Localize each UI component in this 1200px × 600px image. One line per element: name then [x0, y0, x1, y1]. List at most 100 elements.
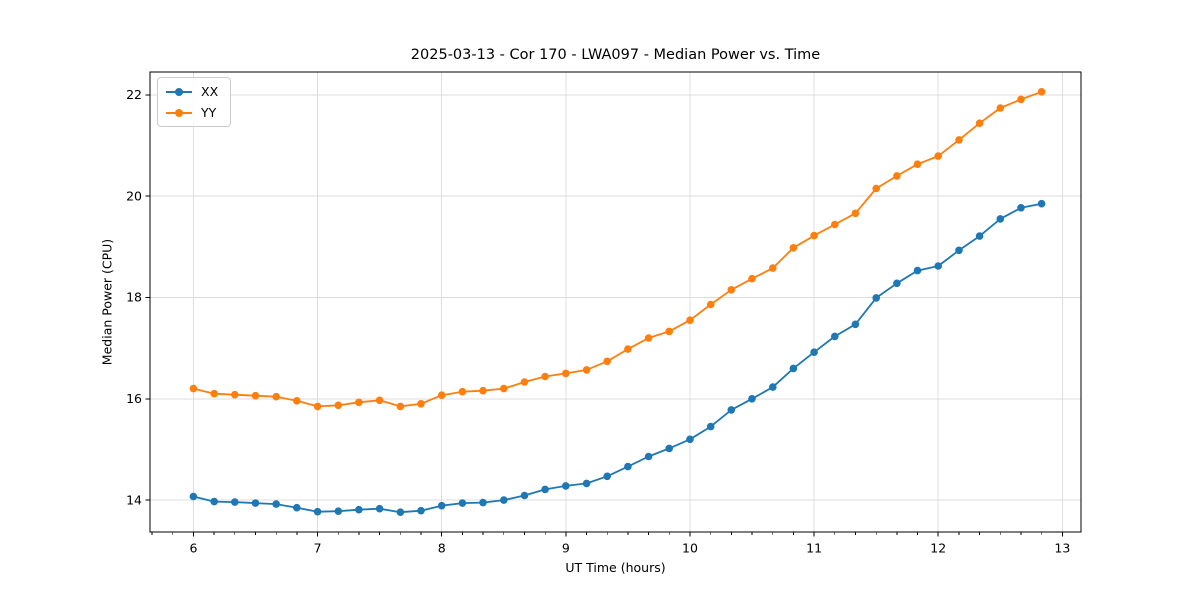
data-point-xx [458, 499, 467, 507]
data-point-xx [520, 491, 529, 500]
data-point-yy [706, 300, 715, 309]
data-point-yy [665, 327, 673, 336]
data-point-xx [603, 472, 611, 481]
series-line-yy [193, 90, 1042, 408]
data-point-xx [665, 444, 673, 453]
data-point-xx [251, 499, 260, 507]
data-point-xx [355, 505, 363, 514]
data-point-yy [624, 345, 632, 353]
data-point-xx [624, 462, 632, 471]
data-point-xx [231, 498, 239, 506]
data-point-yy [210, 389, 218, 398]
y-tick-label: 16 [126, 391, 142, 406]
x-tick-label: 12 [930, 541, 946, 556]
data-point-yy [562, 369, 570, 378]
data-point-yy [417, 400, 425, 408]
data-point-xx [810, 348, 818, 357]
xx-series-swatch-icon [166, 87, 192, 96]
data-point-xx [644, 452, 653, 461]
data-point-yy [500, 384, 508, 393]
data-point-xx [437, 501, 446, 510]
data-point-yy [355, 398, 363, 407]
data-point-yy [313, 402, 322, 411]
data-point-xx [831, 332, 839, 341]
data-point-xx [313, 507, 322, 516]
yy-series-swatch-icon [166, 108, 192, 117]
x-tick-label: 6 [189, 541, 197, 556]
data-point-yy [479, 386, 487, 395]
data-point-xx [748, 395, 756, 403]
data-point-xx [293, 503, 301, 512]
data-point-yy [996, 104, 1005, 112]
y-axis-label: Median Power (CPU) [99, 238, 115, 366]
y-tick-label: 18 [126, 290, 142, 305]
data-point-yy [541, 372, 549, 381]
data-point-xx [375, 504, 384, 513]
data-point-yy [686, 316, 694, 325]
data-point-xx [893, 279, 901, 288]
legend-label-xx: XX [201, 84, 219, 99]
x-tick-label: 13 [1054, 541, 1070, 556]
data-point-yy [955, 136, 963, 144]
data-point-xx [479, 498, 487, 507]
y-tick-label: 22 [126, 87, 142, 102]
data-point-xx [851, 320, 860, 329]
legend: XX YY [157, 77, 232, 127]
data-point-xx [789, 364, 798, 373]
data-point-yy [396, 402, 405, 411]
data-point-yy [644, 334, 653, 342]
data-point-yy [375, 396, 384, 405]
data-point-xx [1037, 199, 1046, 208]
data-point-yy [893, 172, 901, 180]
legend-item-yy: YY [166, 104, 218, 121]
data-point-yy [251, 391, 260, 400]
y-tick-label: 20 [126, 188, 142, 203]
data-point-xx [562, 482, 570, 490]
data-point-yy [831, 220, 839, 229]
data-point-yy [520, 378, 529, 386]
x-tick-label: 10 [682, 541, 698, 556]
x-tick-label: 9 [562, 541, 570, 556]
data-point-xx [934, 262, 942, 270]
data-point-xx [396, 508, 405, 516]
data-point-xx [500, 496, 508, 504]
data-point-xx [975, 232, 984, 240]
data-point-xx [210, 497, 218, 506]
data-point-xx [541, 485, 549, 494]
data-point-yy [769, 264, 777, 272]
data-point-yy [334, 401, 343, 410]
x-tick-label: 8 [438, 541, 446, 556]
data-point-yy [272, 392, 281, 401]
data-point-yy [1017, 95, 1025, 104]
data-point-xx [955, 246, 963, 255]
data-point-xx [1017, 204, 1025, 212]
data-point-xx [417, 506, 425, 515]
data-point-yy [1037, 88, 1046, 96]
data-point-xx [913, 266, 922, 275]
data-point-xx [272, 500, 281, 508]
x-axis-label: UT Time (hours) [565, 560, 666, 575]
data-point-yy [872, 184, 880, 193]
x-tick-label: 11 [806, 541, 822, 556]
data-point-xx [996, 215, 1005, 223]
series-line-xx [193, 202, 1042, 514]
data-point-yy [293, 397, 301, 405]
data-point-xx [582, 479, 591, 488]
data-point-yy [810, 231, 818, 240]
legend-item-xx: XX [166, 83, 218, 100]
data-point-xx [686, 435, 694, 444]
data-point-yy [727, 286, 736, 294]
data-point-xx [727, 406, 736, 414]
data-point-xx [706, 422, 715, 431]
data-point-xx [189, 492, 198, 501]
chart-title: 2025-03-13 - Cor 170 - LWA097 - Median P… [410, 47, 821, 63]
legend-label-yy: YY [201, 105, 217, 120]
data-point-xx [769, 383, 777, 391]
data-point-yy [458, 387, 467, 396]
plot-border [149, 71, 1082, 533]
x-tick-label: 7 [314, 541, 322, 556]
data-point-yy [789, 244, 798, 252]
data-point-xx [334, 507, 343, 515]
